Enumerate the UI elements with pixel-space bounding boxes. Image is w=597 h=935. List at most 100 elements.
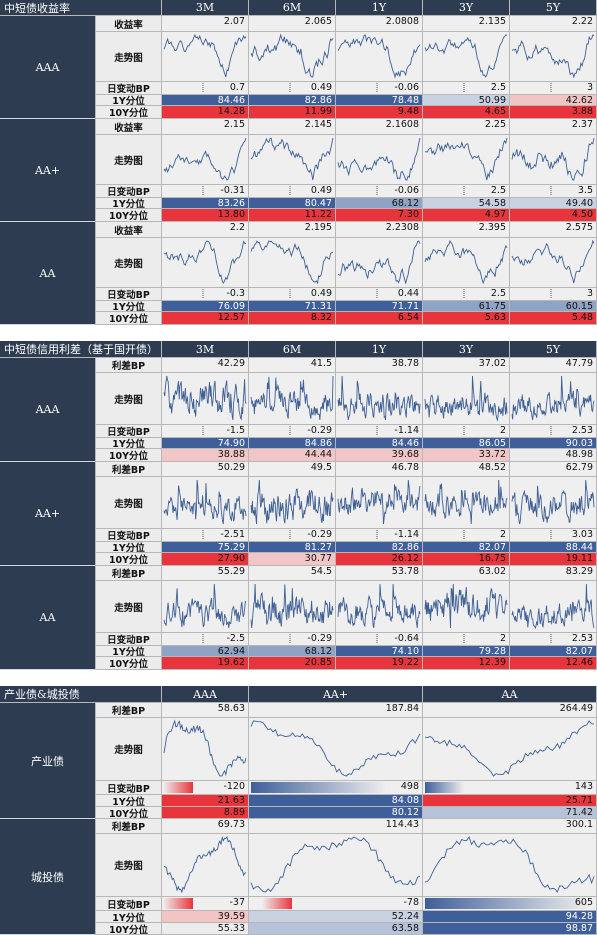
change-cell: 3.03: [510, 529, 597, 542]
change-value: 3.03: [571, 529, 593, 540]
sparkline-path: [163, 375, 247, 421]
change-value: -78: [403, 897, 419, 908]
change-value: -1.14: [394, 425, 419, 436]
percentile-1y-cell: 79.28: [423, 646, 510, 657]
column-header: 1Y: [336, 0, 423, 16]
row-label: 收益率: [96, 119, 162, 135]
rating-label: 产业债: [0, 703, 96, 819]
change-value: 2: [499, 529, 506, 540]
percentile-10y-cell: 8.89: [162, 807, 249, 819]
percentile-10y-cell: 33.72: [423, 449, 510, 462]
change-databar: [550, 530, 552, 540]
percentile-10y-cell: 5.63: [423, 312, 510, 325]
percentile-1y-cell: 49.40: [510, 198, 597, 209]
sparkline-svg: [163, 835, 247, 894]
change-cell: 605: [423, 897, 597, 911]
percentile-1y-cell: 82.07: [510, 646, 597, 657]
row-label: 10Y分位: [96, 553, 162, 566]
sparkline-svg: [511, 137, 595, 181]
trend-sparkline: [423, 834, 597, 897]
row-label: 走势图: [96, 834, 162, 897]
percentile-10y-cell: 6.54: [336, 312, 423, 325]
change-cell: -0.3: [162, 288, 249, 301]
change-databar: [289, 83, 291, 93]
sparkline-svg: [337, 583, 421, 629]
row-label: 日变动BP: [96, 897, 162, 911]
change-databar: [376, 83, 378, 93]
value-cell: 300.1: [423, 819, 597, 834]
value-cell: 41.5: [249, 358, 336, 373]
sparkline-path: [511, 137, 595, 181]
row-label: 走势图: [96, 238, 162, 288]
percentile-1y-cell: 74.10: [336, 646, 423, 657]
change-value: -1.14: [394, 529, 419, 540]
sparkline-path: [511, 34, 595, 79]
percentile-1y-cell: 94.28: [423, 911, 597, 923]
sparkline-svg: [163, 719, 247, 777]
percentile-10y-cell: 39.68: [336, 449, 423, 462]
change-value: -1.5: [226, 425, 245, 436]
trend-sparkline: [249, 32, 336, 82]
trend-sparkline: [510, 581, 597, 633]
change-value: 0.49: [310, 185, 332, 196]
change-databar: [289, 289, 291, 299]
change-cell: -1.14: [336, 529, 423, 542]
row-label: 利差BP: [96, 566, 162, 581]
percentile-1y-cell: 90.03: [510, 438, 597, 449]
sparkline-svg: [250, 240, 334, 285]
trend-sparkline: [423, 373, 510, 425]
percentile-10y-cell: 19.62: [162, 657, 249, 670]
change-value: -0.31: [220, 185, 245, 196]
column-header: 1Y: [336, 341, 423, 358]
sparkline-path: [163, 33, 247, 78]
trend-sparkline: [336, 477, 423, 529]
percentile-10y-cell: 48.98: [510, 449, 597, 462]
column-header: 6M: [249, 0, 336, 16]
row-label: 1Y分位: [96, 95, 162, 106]
row-label: 1Y分位: [96, 301, 162, 312]
change-value: 2: [499, 425, 506, 436]
percentile-1y-cell: 84.46: [162, 95, 249, 106]
sparkline-path: [250, 720, 421, 777]
sparkline-path: [424, 34, 508, 78]
row-label: 日变动BP: [96, 781, 162, 795]
percentile-10y-cell: 38.88: [162, 449, 249, 462]
change-cell: 498: [249, 781, 423, 795]
column-header: 5Y: [510, 0, 597, 16]
row-label: 走势图: [96, 477, 162, 529]
sparkline-svg: [424, 479, 508, 525]
sparkline-svg: [250, 137, 334, 181]
change-value: 3.5: [577, 185, 593, 196]
sparkline-svg: [424, 720, 595, 777]
row-label: 走势图: [96, 581, 162, 633]
percentile-1y-cell: 84.08: [249, 795, 423, 807]
change-value: 2.53: [571, 425, 593, 436]
change-gradient-fill: [425, 898, 590, 909]
sparkline-svg: [163, 583, 247, 629]
percentile-1y-cell: 61.75: [423, 301, 510, 312]
percentile-1y-cell: 83.26: [162, 198, 249, 209]
sparkline-path: [163, 583, 247, 629]
sparkline-path: [250, 137, 334, 181]
row-label: 走势图: [96, 135, 162, 185]
change-value: 143: [574, 781, 593, 792]
percentile-10y-cell: 19.11: [510, 553, 597, 566]
value-cell: 264.49: [423, 703, 597, 718]
sparkline-path: [337, 137, 421, 181]
trend-sparkline: [510, 135, 597, 185]
change-databar: [376, 289, 378, 299]
percentile-1y-cell: 78.48: [336, 95, 423, 106]
percentile-10y-cell: 5.48: [510, 312, 597, 325]
sparkline-svg: [163, 240, 247, 284]
value-cell: 37.02: [423, 358, 510, 373]
percentile-10y-cell: 44.44: [249, 449, 336, 462]
row-label: 日变动BP: [96, 633, 162, 646]
trend-sparkline: [336, 135, 423, 185]
value-cell: 114.43: [249, 819, 423, 834]
row-label: 1Y分位: [96, 646, 162, 657]
trend-sparkline: [249, 238, 336, 288]
percentile-1y-cell: 21.63: [162, 795, 249, 807]
change-cell: 3.5: [510, 185, 597, 198]
column-header: AA+: [249, 686, 423, 703]
